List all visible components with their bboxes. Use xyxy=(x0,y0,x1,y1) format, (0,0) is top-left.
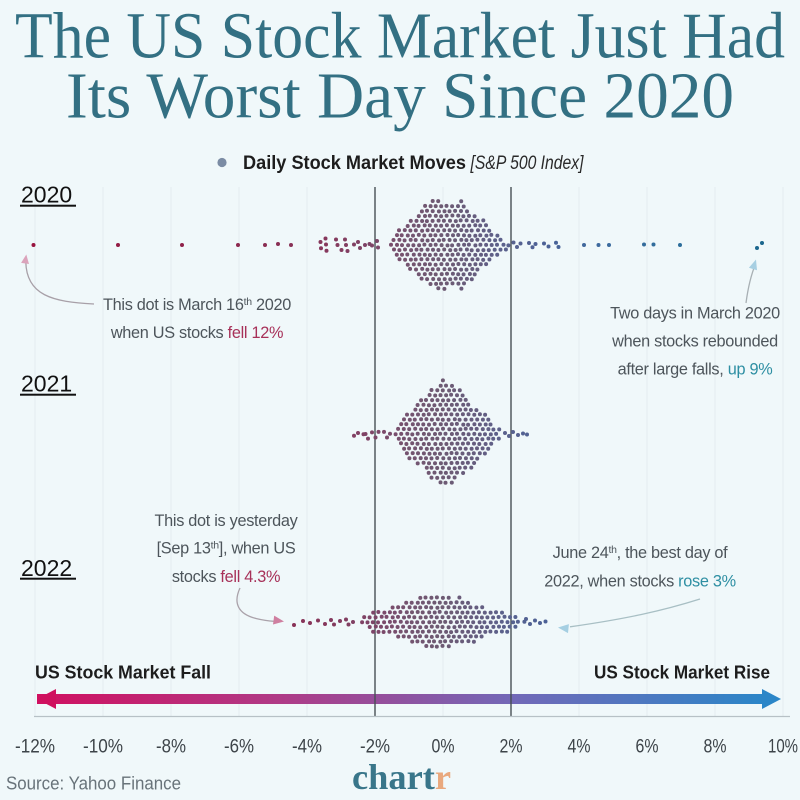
svg-text:when stocks rebounded: when stocks rebounded xyxy=(611,333,778,351)
svg-text:2021: 2021 xyxy=(21,371,72,397)
svg-text:This dot is March 16th 2020: This dot is March 16th 2020 xyxy=(103,296,291,314)
svg-text:US Stock Market Rise: US Stock Market Rise xyxy=(594,662,770,683)
svg-text:June 24th, the best day of: June 24th, the best day of xyxy=(553,544,729,562)
svg-text:10%: 10% xyxy=(768,737,798,758)
svg-text:2020: 2020 xyxy=(21,182,72,208)
svg-text:8%: 8% xyxy=(704,737,727,758)
svg-text:-10%: -10% xyxy=(83,737,123,758)
svg-text:-8%: -8% xyxy=(156,737,186,758)
svg-text:Its Worst Day Since 2020: Its Worst Day Since 2020 xyxy=(66,60,734,133)
svg-text:Daily Stock Market Moves: Daily Stock Market Moves xyxy=(243,153,466,174)
svg-text:6%: 6% xyxy=(636,737,659,758)
svg-text:[S&P 500 Index]: [S&P 500 Index] xyxy=(470,153,584,174)
svg-text:-4%: -4% xyxy=(292,737,322,758)
svg-text:This dot is yesterday: This dot is yesterday xyxy=(154,512,298,530)
svg-text:-12%: -12% xyxy=(15,737,55,758)
svg-text:Two days in March 2020: Two days in March 2020 xyxy=(610,305,780,323)
svg-text:-6%: -6% xyxy=(224,737,254,758)
svg-text:2022, when stocks rose 3%: 2022, when stocks rose 3% xyxy=(544,572,736,590)
svg-text:-2%: -2% xyxy=(360,737,390,758)
svg-text:The US Stock Market Just Had: The US Stock Market Just Had xyxy=(15,0,785,73)
svg-text:2022: 2022 xyxy=(21,555,72,581)
svg-text:Source: Yahoo Finance: Source: Yahoo Finance xyxy=(6,773,181,794)
svg-text:[Sep 13th], when US: [Sep 13th], when US xyxy=(157,539,296,557)
svg-text:chartr: chartr xyxy=(352,757,451,797)
svg-text:after large falls, up 9%: after large falls, up 9% xyxy=(618,360,773,378)
svg-text:2%: 2% xyxy=(500,737,523,758)
svg-text:0%: 0% xyxy=(432,737,455,758)
svg-text:4%: 4% xyxy=(568,737,591,758)
svg-text:stocks fell 4.3%: stocks fell 4.3% xyxy=(172,568,280,586)
svg-text:US Stock Market Fall: US Stock Market Fall xyxy=(35,662,211,683)
svg-text:when US stocks fell 12%: when US stocks fell 12% xyxy=(110,324,283,342)
